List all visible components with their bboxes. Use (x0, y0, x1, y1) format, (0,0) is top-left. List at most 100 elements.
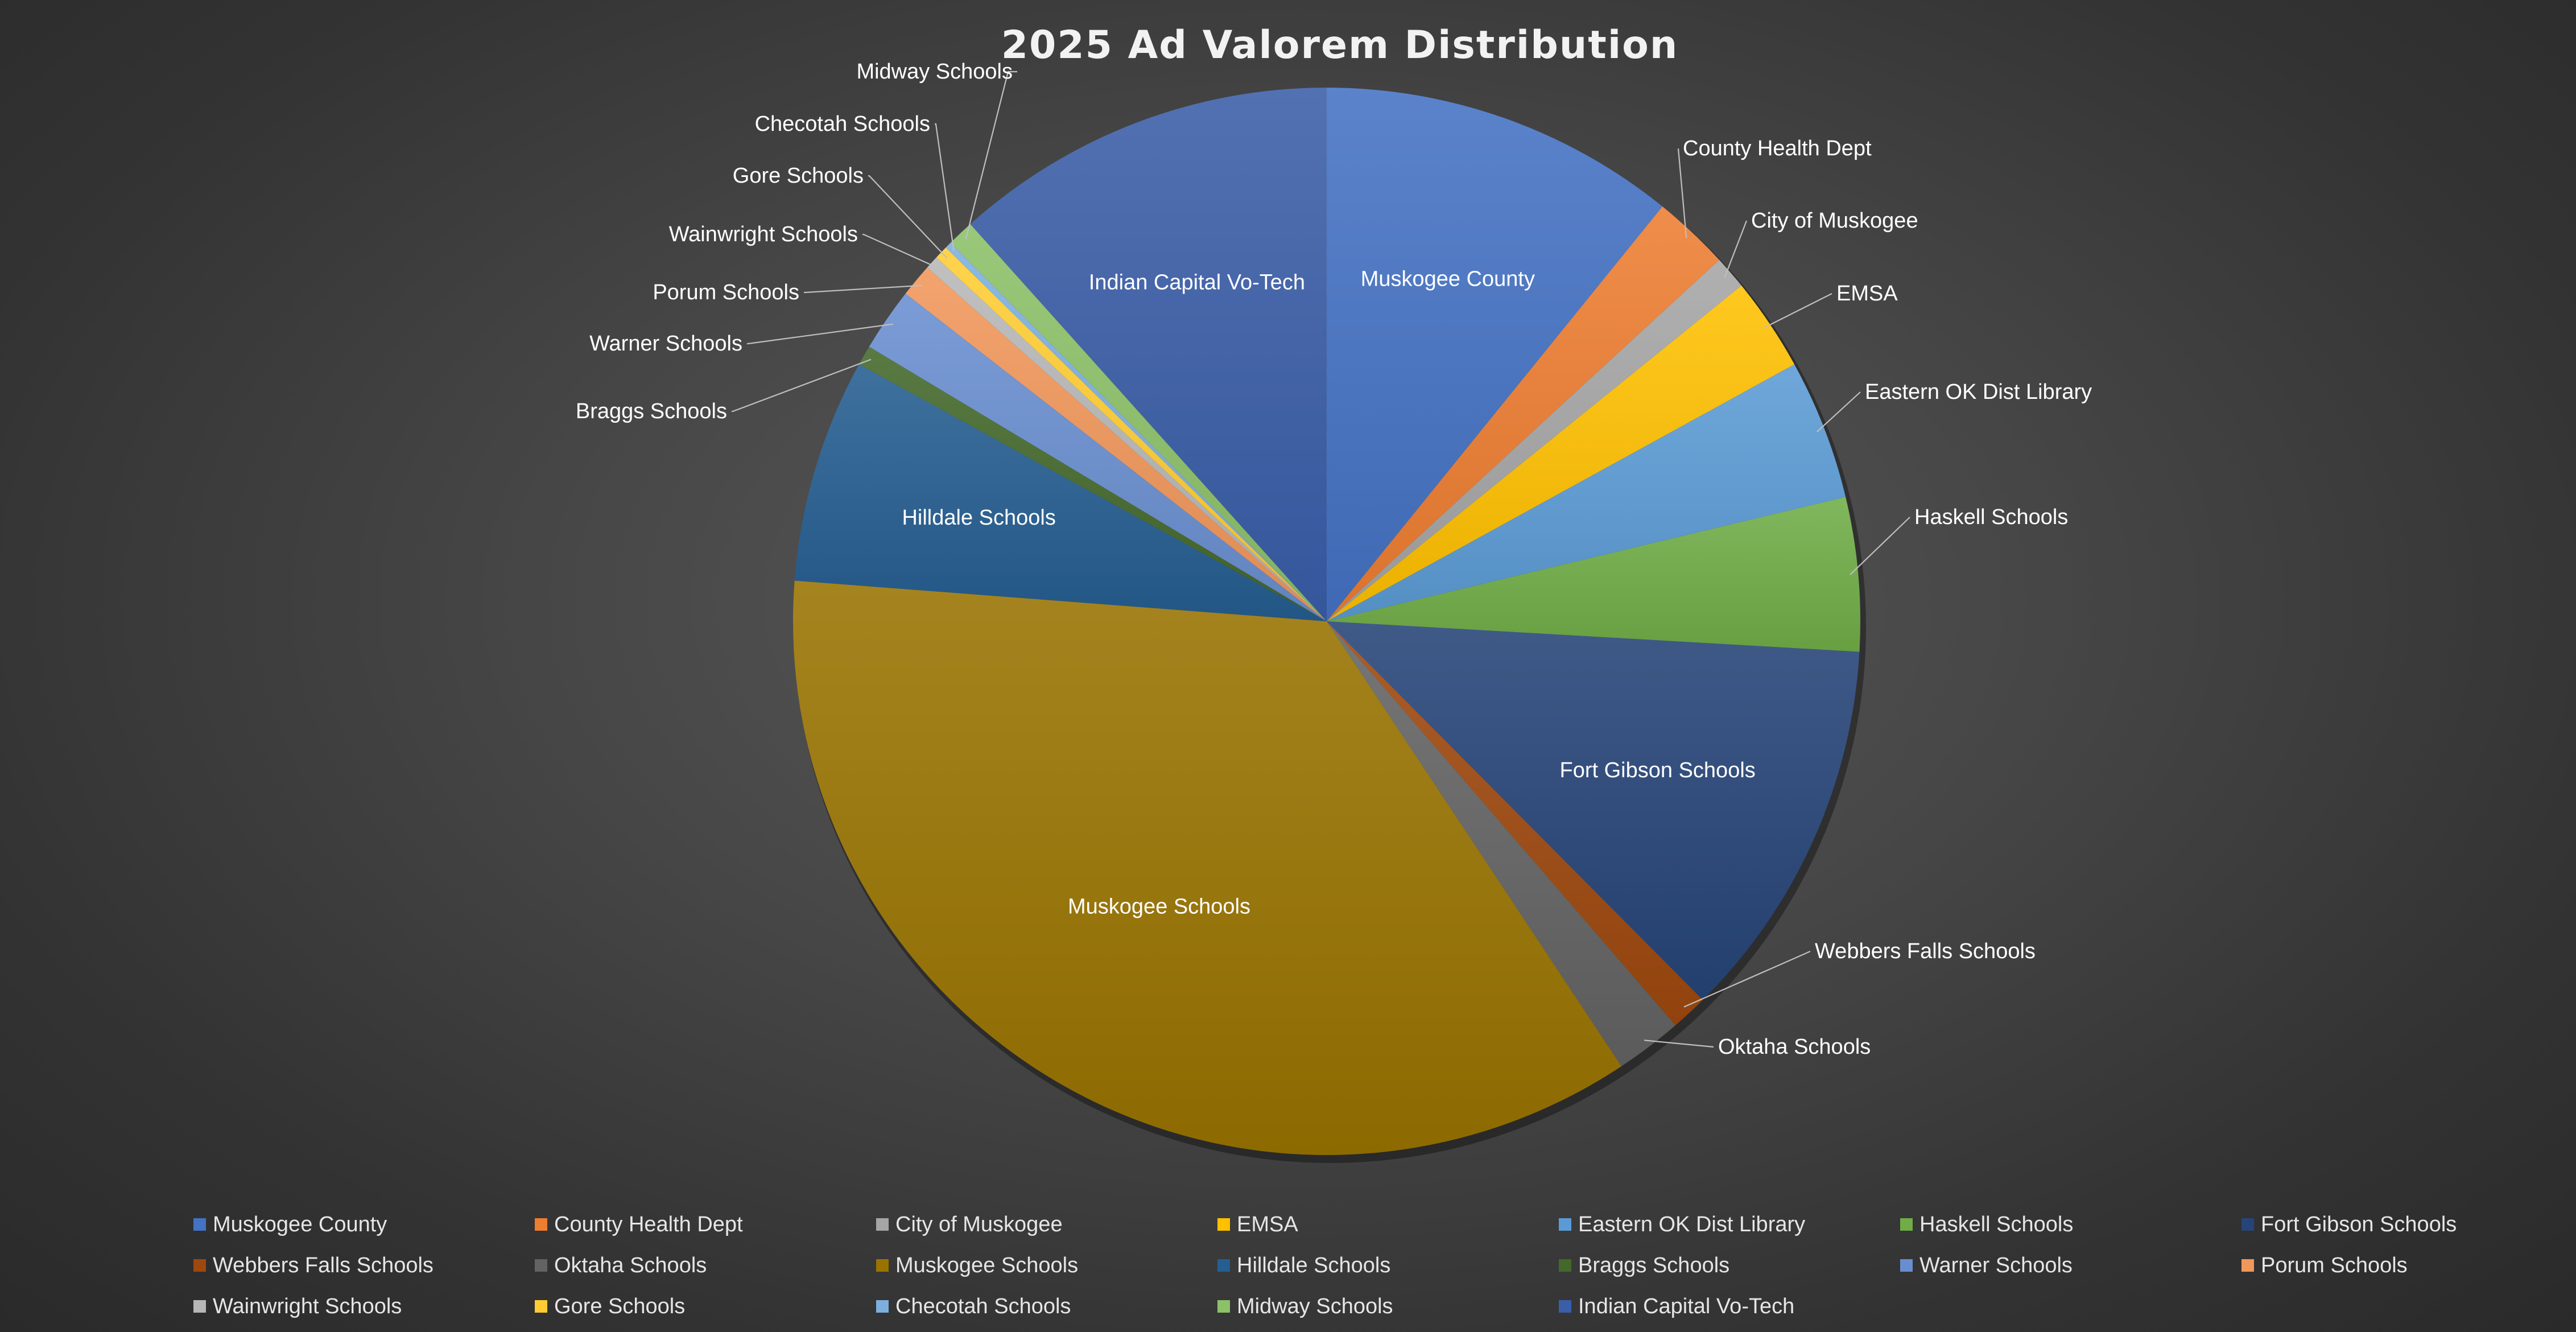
legend-item-city-of-muskogee: City of Muskogee (876, 1211, 1217, 1238)
legend-item-indian-capital-vo-tech: Indian Capital Vo-Tech (1559, 1293, 1900, 1320)
legend-swatch (876, 1300, 889, 1313)
legend-swatch (876, 1259, 889, 1272)
leader-line-emsa (1762, 293, 1832, 329)
legend-item-eastern-ok-dist-library: Eastern OK Dist Library (1559, 1211, 1900, 1238)
legend-label: Webbers Falls Schools (213, 1253, 434, 1277)
legend-swatch (876, 1218, 889, 1231)
slice-haskell-schools (1327, 497, 1861, 652)
leader-line-checotah-schools (935, 123, 955, 251)
data-label-hilldale-schools: Hilldale Schools (902, 506, 1055, 530)
data-label-haskell-schools: Haskell Schools (1914, 505, 2068, 529)
data-label-oktaha-schools: Oktaha Schools (1718, 1035, 1871, 1059)
legend-item-midway-schools: Midway Schools (1217, 1293, 1559, 1320)
legend: Muskogee County County Health Dept City of… (193, 1211, 2469, 1320)
legend-label: Hilldale Schools (1237, 1253, 1391, 1277)
legend-swatch (1559, 1300, 1571, 1313)
data-label-wainwright-schools: Wainwright Schools (669, 222, 858, 246)
slice-county-health-dept (1327, 206, 1720, 621)
leader-line-webbers-falls-schools (1683, 950, 1811, 1008)
slice-webbers-falls-schools (1327, 621, 1703, 1025)
legend-swatch (1559, 1218, 1571, 1231)
legend-swatch (193, 1259, 206, 1272)
data-labels: Muskogee County County Health Dept City of… (576, 60, 2092, 1059)
legend-label: Haskell Schools (1919, 1212, 2074, 1236)
data-label-emsa: EMSA (1836, 282, 1898, 306)
data-label-city-of-muskogee: City of Muskogee (1751, 209, 1918, 233)
data-label-indian-capital-vo-tech: Indian Capital Vo-Tech (1089, 270, 1305, 294)
legend-swatch (535, 1218, 547, 1231)
legend-item-muskogee-schools: Muskogee Schools (876, 1252, 1217, 1279)
slice-warner-schools (869, 293, 1327, 621)
slice-braggs-schools (858, 347, 1327, 621)
leader-line-haskell-schools (1850, 517, 1910, 575)
legend-item-oktaha-schools: Oktaha Schools (535, 1252, 876, 1279)
legend-label: City of Muskogee (895, 1212, 1063, 1236)
legend-item-hilldale-schools: Hilldale Schools (1217, 1252, 1559, 1279)
slice-oktaha-schools (1327, 621, 1676, 1066)
legend-label: Indian Capital Vo-Tech (1578, 1294, 1795, 1318)
data-label-fort-gibson-schools: Fort Gibson Schools (1560, 758, 1756, 782)
pie-slices (793, 87, 1861, 1156)
legend-item-gore-schools: Gore Schools (535, 1293, 876, 1320)
data-label-porum-schools: Porum Schools (653, 281, 799, 304)
legend-item-webbers-falls-schools: Webbers Falls Schools (193, 1252, 535, 1279)
legend-item-porum-schools: Porum Schools (2241, 1252, 2576, 1279)
leader-line-wainwright-schools (862, 233, 938, 269)
legend-swatch (1217, 1259, 1230, 1272)
legend-swatch (1900, 1218, 1913, 1231)
legend-label: Oktaha Schools (554, 1253, 707, 1277)
legend-label: Eastern OK Dist Library (1578, 1212, 1806, 1236)
legend-swatch (535, 1300, 547, 1313)
legend-swatch (1217, 1218, 1230, 1231)
legend-swatch (193, 1218, 206, 1231)
leader-line-midway-schools (965, 71, 1017, 240)
data-label-webbers-falls-schools: Webbers Falls Schools (1815, 939, 2036, 963)
legend-label: Muskogee Schools (895, 1253, 1079, 1277)
legend-label: Gore Schools (554, 1294, 686, 1318)
slice-eastern-ok-dist-library (1327, 364, 1846, 621)
slice-indian-capital-vo-tech (970, 87, 1327, 621)
legend-label: Wainwright Schools (213, 1294, 402, 1318)
legend-label: County Health Dept (554, 1212, 743, 1236)
legend-item-emsa: EMSA (1217, 1211, 1559, 1238)
leader-line-warner-schools (747, 323, 894, 345)
data-label-muskogee-county: Muskogee County (1361, 267, 1535, 291)
legend-item-county-health-dept: County Health Dept (535, 1211, 876, 1238)
data-label-midway-schools: Midway Schools (856, 60, 1013, 84)
slice-fort-gibson-schools (1327, 621, 1860, 1000)
data-label-gore-schools: Gore Schools (733, 164, 864, 188)
legend-swatch (1900, 1259, 1913, 1272)
legend-swatch (2241, 1259, 2254, 1272)
leader-line-eastern-ok-dist-library (1817, 391, 1861, 432)
legend-label: Warner Schools (1919, 1253, 2073, 1277)
slice-checotah-schools (946, 242, 1327, 621)
leader-lines (732, 71, 1910, 1048)
legend-item-haskell-schools: Haskell Schools (1900, 1211, 2241, 1238)
legend-item-muskogee-county: Muskogee County (193, 1211, 535, 1238)
leader-line-oktaha-schools (1644, 1040, 1714, 1048)
legend-swatch (1217, 1300, 1230, 1313)
slice-midway-schools (950, 224, 1327, 621)
legend-label: Fort Gibson Schools (2261, 1212, 2457, 1236)
data-label-braggs-schools: Braggs Schools (576, 399, 727, 423)
data-label-county-health-dept: County Health Dept (1683, 137, 1872, 160)
slice-wainwright-schools (927, 257, 1327, 622)
legend-label: Checotah Schools (895, 1294, 1071, 1318)
legend-label: Porum Schools (2261, 1253, 2408, 1277)
legend-swatch (2241, 1218, 2254, 1231)
leader-line-braggs-schools (732, 358, 872, 413)
leader-line-city-of-muskogee (1724, 220, 1748, 278)
leader-line-county-health-dept (1677, 148, 1687, 238)
slice-gore-schools (936, 248, 1327, 622)
legend-swatch (535, 1259, 547, 1272)
slice-city-of-muskogee (1327, 259, 1742, 621)
slice-hilldale-schools (794, 364, 1327, 621)
leader-line-porum-schools (804, 284, 923, 294)
slice-emsa (1327, 285, 1795, 621)
legend-label: Midway Schools (1237, 1294, 1393, 1318)
data-label-checotah-schools: Checotah Schools (755, 112, 930, 136)
data-label-eastern-ok-dist-library: Eastern OK Dist Library (1865, 380, 2092, 404)
data-label-muskogee-schools: Muskogee Schools (1068, 894, 1250, 918)
